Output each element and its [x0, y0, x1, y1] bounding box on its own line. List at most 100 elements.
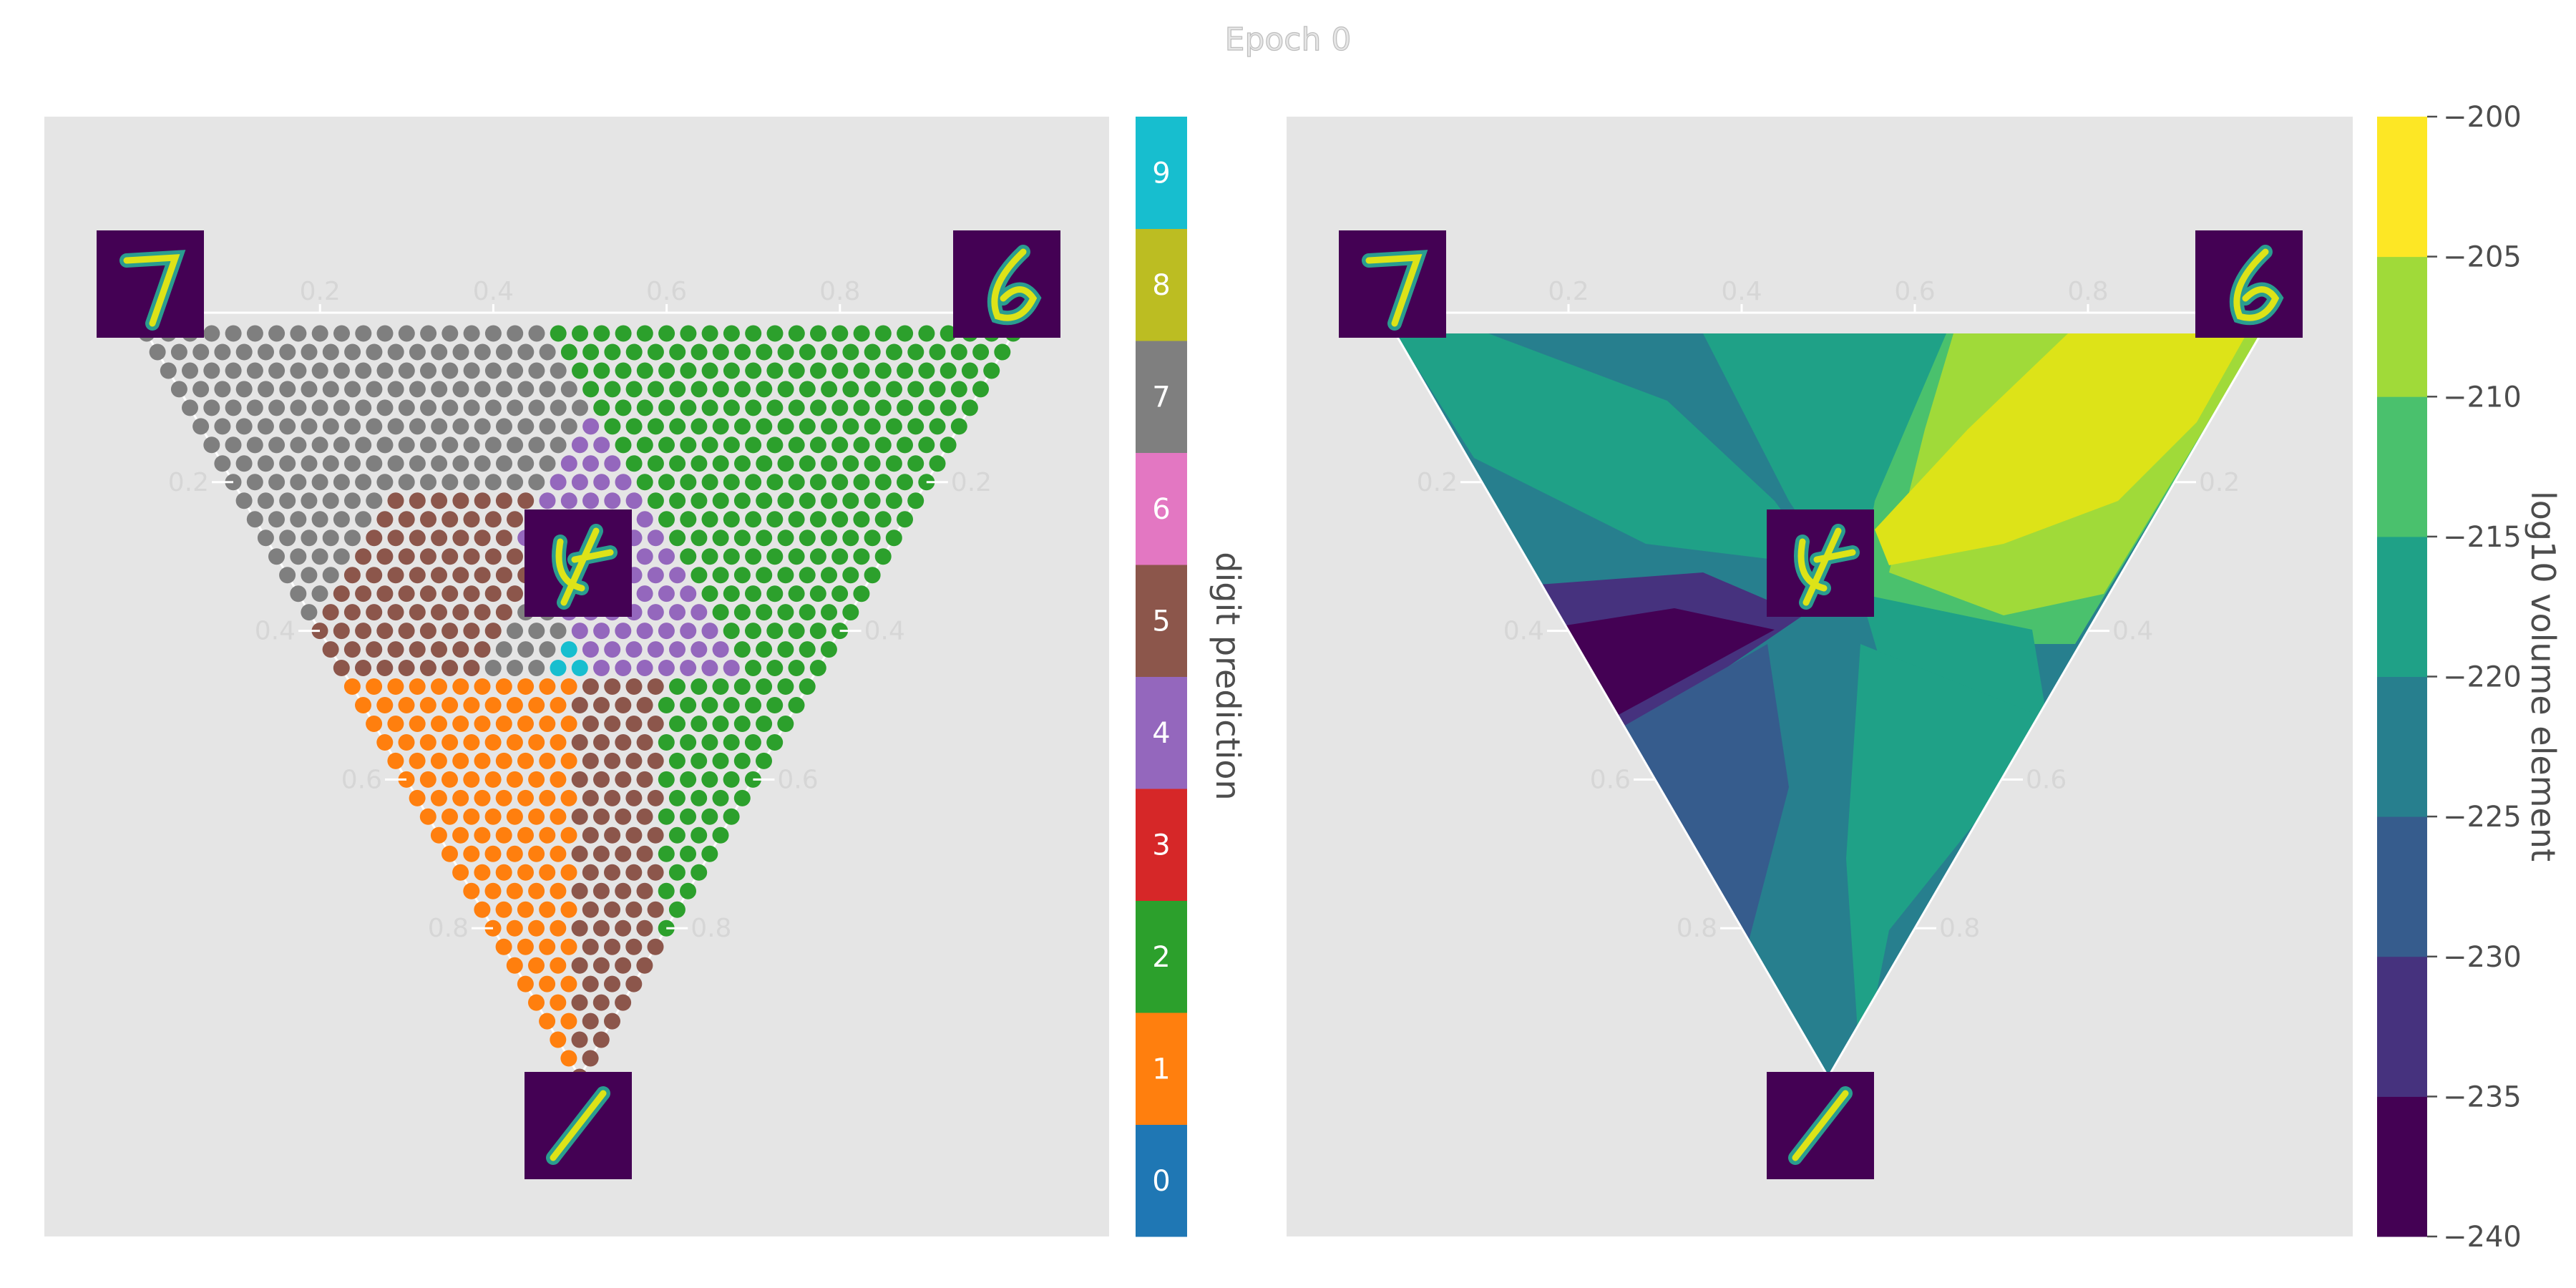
prediction-dot	[582, 1050, 599, 1067]
prediction-dot	[874, 511, 892, 528]
prediction-dot	[506, 882, 523, 899]
prediction-dot	[420, 511, 436, 528]
prediction-dot	[463, 399, 480, 416]
prediction-dot	[474, 864, 491, 881]
prediction-dot	[745, 511, 762, 528]
mnist-average-blend-thumbnail	[525, 509, 632, 617]
digit-colorbar-label: digit prediction	[1209, 552, 1247, 800]
prediction-dot	[647, 567, 664, 584]
prediction-dot	[484, 548, 502, 565]
prediction-dot	[593, 436, 610, 454]
colorbar-tick-label: 1	[1152, 1053, 1170, 1085]
prediction-dot	[777, 641, 794, 658]
prediction-dot	[225, 325, 242, 342]
prediction-dot	[506, 845, 523, 862]
colorbar-tick-label: −230	[2443, 941, 2522, 974]
prediction-dot	[636, 362, 653, 379]
prediction-dot	[647, 789, 664, 806]
prediction-dot	[604, 492, 621, 509]
prediction-dot	[701, 548, 718, 565]
prediction-dot	[431, 455, 448, 472]
prediction-dot	[571, 436, 588, 454]
prediction-dot	[625, 678, 643, 695]
prediction-dot	[788, 623, 805, 640]
prediction-dot	[463, 771, 480, 788]
prediction-dot	[680, 623, 697, 640]
prediction-dot	[777, 418, 794, 435]
prediction-dot	[268, 325, 286, 342]
prediction-dot	[680, 548, 697, 565]
prediction-dot	[733, 641, 751, 658]
prediction-dot	[615, 882, 632, 899]
prediction-dot	[539, 938, 556, 955]
prediction-dot	[658, 585, 675, 602]
prediction-dot	[691, 826, 708, 844]
prediction-dot	[658, 362, 675, 379]
prediction-dot	[463, 697, 480, 713]
prediction-dot	[658, 845, 675, 862]
prediction-dot	[777, 678, 794, 695]
prediction-dot	[452, 492, 469, 509]
prediction-dot	[344, 492, 361, 509]
prediction-dot	[333, 362, 350, 379]
prediction-dot	[636, 919, 653, 937]
prediction-dot	[452, 641, 469, 658]
prediction-dot	[311, 548, 328, 565]
prediction-dot	[571, 808, 588, 825]
prediction-dot	[604, 752, 621, 769]
prediction-dot	[517, 678, 535, 695]
prediction-dot	[929, 455, 946, 472]
prediction-dot	[604, 343, 621, 361]
colorbar-segment	[1136, 117, 1187, 229]
prediction-dot	[810, 362, 826, 379]
prediction-dot	[268, 511, 285, 528]
prediction-dot	[343, 604, 361, 621]
prediction-dot	[246, 362, 263, 379]
prediction-dot	[766, 399, 784, 416]
prediction-dot	[203, 399, 220, 416]
prediction-dot	[290, 548, 307, 565]
prediction-dot	[311, 362, 328, 379]
contour-band-lower-blue	[1617, 644, 1828, 1077]
prediction-dot	[831, 474, 849, 491]
prediction-dot	[463, 474, 480, 491]
prediction-dot	[507, 474, 524, 491]
prediction-dot	[376, 325, 394, 342]
tick-label: 0.6	[1590, 765, 1631, 794]
prediction-dot	[712, 826, 729, 844]
prediction-dot	[517, 938, 534, 955]
prediction-dot	[474, 716, 491, 732]
prediction-dot	[592, 845, 610, 862]
prediction-dot	[333, 548, 350, 565]
prediction-dot	[484, 697, 502, 713]
prediction-dot	[658, 325, 675, 342]
prediction-dot	[539, 381, 556, 398]
prediction-dot	[495, 678, 512, 695]
prediction-dot	[420, 362, 436, 379]
prediction-dot	[723, 660, 740, 676]
contour-band-yellow	[1875, 333, 2247, 565]
prediction-dot	[658, 511, 675, 528]
prediction-dot	[235, 381, 253, 398]
prediction-dot	[733, 789, 751, 806]
prediction-dot	[474, 530, 491, 547]
prediction-dot	[301, 492, 318, 509]
prediction-dot	[398, 436, 415, 454]
prediction-dot	[344, 343, 361, 361]
prediction-dot	[864, 530, 881, 547]
prediction-dot	[387, 492, 404, 509]
prediction-dot	[343, 567, 361, 584]
prediction-dot	[441, 399, 459, 416]
prediction-dot	[506, 771, 523, 788]
prediction-dot	[723, 362, 740, 379]
prediction-dot	[604, 789, 621, 806]
prediction-dot	[507, 436, 524, 454]
prediction-dot	[831, 362, 849, 379]
prediction-dot	[691, 789, 708, 806]
prediction-dot	[550, 845, 567, 862]
prediction-dot	[495, 864, 512, 881]
prediction-dot	[669, 418, 686, 435]
prediction-dot	[572, 399, 588, 416]
tick-label: 0.6	[341, 765, 382, 794]
